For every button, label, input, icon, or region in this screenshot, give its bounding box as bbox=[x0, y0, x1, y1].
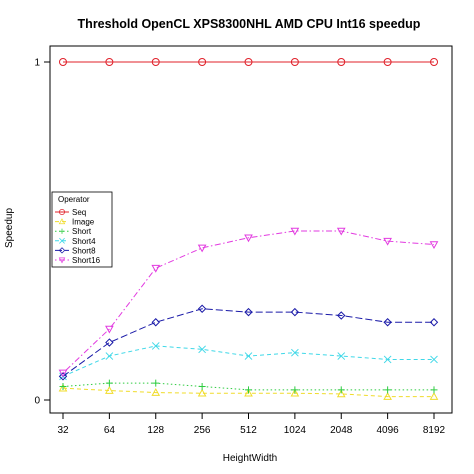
y-axis-label: Speedup bbox=[4, 208, 15, 248]
data-point bbox=[105, 386, 114, 394]
series-line bbox=[62, 308, 434, 377]
data-point bbox=[383, 237, 392, 246]
x-tick-label: 4096 bbox=[377, 425, 400, 436]
y-axis: 01 bbox=[34, 58, 50, 407]
data-point bbox=[197, 244, 207, 253]
series-short16 bbox=[58, 227, 439, 378]
x-tick-label: 256 bbox=[194, 425, 211, 436]
data-point bbox=[337, 58, 346, 66]
data-point bbox=[429, 392, 439, 400]
data-point bbox=[383, 355, 392, 364]
data-point bbox=[197, 304, 207, 313]
series-line bbox=[62, 230, 435, 374]
data-point bbox=[336, 227, 346, 236]
data-point bbox=[151, 318, 160, 327]
data-point bbox=[383, 392, 392, 400]
y-tick-label: 0 bbox=[34, 396, 40, 407]
data-point bbox=[58, 372, 68, 381]
data-point bbox=[290, 227, 300, 236]
data-point bbox=[151, 58, 160, 66]
legend-marker bbox=[58, 247, 66, 254]
legend-label: Seq bbox=[72, 208, 86, 217]
data-point bbox=[430, 386, 438, 394]
x-tick-label: 8192 bbox=[423, 425, 446, 436]
legend-label: Short bbox=[72, 227, 92, 236]
x-axis-label: HeightWidth bbox=[223, 453, 277, 464]
x-tick-label: 32 bbox=[57, 425, 69, 436]
data-point bbox=[291, 348, 299, 357]
data-point bbox=[337, 311, 346, 320]
data-point bbox=[244, 352, 253, 360]
data-point bbox=[383, 318, 392, 327]
series-short8 bbox=[58, 304, 439, 381]
data-point bbox=[151, 342, 160, 350]
legend: Operator SeqImageShortShort4Short8Short1… bbox=[51, 191, 113, 268]
x-tick-label: 2048 bbox=[330, 425, 353, 436]
data-point bbox=[59, 382, 67, 390]
data-point bbox=[290, 388, 300, 397]
data-point bbox=[105, 58, 114, 66]
data-point bbox=[151, 388, 161, 396]
data-point bbox=[336, 389, 346, 398]
data-point bbox=[244, 307, 253, 317]
data-point bbox=[197, 388, 207, 397]
data-point bbox=[198, 58, 207, 66]
legend-marker bbox=[58, 257, 66, 264]
data-point bbox=[105, 352, 114, 360]
series-line bbox=[62, 345, 434, 377]
x-tick-label: 64 bbox=[104, 425, 116, 436]
legend-marker bbox=[59, 237, 65, 244]
legend-marker bbox=[59, 209, 65, 215]
data-point bbox=[198, 345, 206, 354]
data-point bbox=[337, 386, 345, 394]
data-point bbox=[59, 58, 67, 66]
legend-label: Short16 bbox=[72, 256, 101, 265]
data-point bbox=[337, 352, 346, 360]
x-tick-label: 128 bbox=[147, 425, 164, 436]
x-tick-label: 512 bbox=[240, 425, 257, 436]
legend-marker bbox=[59, 228, 65, 234]
series-seq bbox=[59, 58, 438, 66]
data-point bbox=[105, 379, 113, 387]
legend-marker bbox=[58, 218, 66, 225]
plot-frame bbox=[49, 45, 453, 414]
data-point bbox=[429, 241, 439, 250]
data-point bbox=[244, 234, 253, 243]
data-point bbox=[429, 318, 439, 327]
y-tick-label: 1 bbox=[34, 58, 40, 69]
legend-title: Operator bbox=[58, 195, 90, 204]
legend-label: Short8 bbox=[72, 246, 96, 255]
data-point bbox=[152, 379, 160, 387]
data-point bbox=[430, 58, 438, 66]
data-point bbox=[58, 383, 68, 392]
data-point bbox=[244, 388, 253, 397]
data-point bbox=[244, 58, 253, 66]
x-tick-label: 1024 bbox=[284, 425, 307, 436]
plot-area bbox=[58, 58, 439, 400]
data-point bbox=[384, 386, 392, 394]
data-point bbox=[105, 325, 114, 334]
data-point bbox=[290, 58, 299, 66]
data-point bbox=[291, 386, 299, 394]
series-short bbox=[59, 379, 438, 394]
data-point bbox=[58, 369, 68, 378]
data-point bbox=[383, 58, 392, 66]
data-point bbox=[245, 386, 252, 394]
x-axis: 32 64 128 256 512 1024 2048 4096 8192 bbox=[57, 413, 446, 436]
data-point bbox=[430, 355, 438, 364]
chart-title: Threshold OpenCL XPS8300NHL AMD CPU Int1… bbox=[78, 17, 421, 31]
series-short4 bbox=[59, 342, 438, 381]
legend-label: Short4 bbox=[72, 237, 96, 246]
legend-label: Image bbox=[72, 218, 95, 227]
data-point bbox=[198, 382, 206, 390]
data-point bbox=[105, 338, 114, 347]
data-point bbox=[290, 307, 300, 317]
data-point bbox=[151, 264, 161, 273]
